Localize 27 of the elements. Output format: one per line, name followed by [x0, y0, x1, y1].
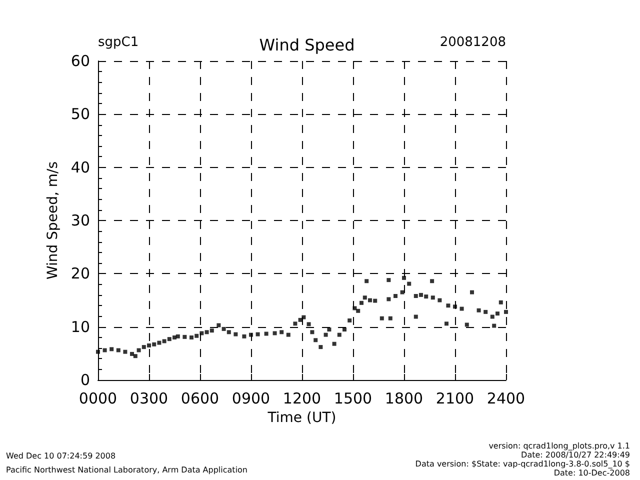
- y-tick-label: 0: [80, 371, 90, 389]
- x-tick-label: 0600: [180, 390, 220, 408]
- text: sgpC1: [98, 35, 139, 50]
- y-tick-label: 30: [70, 212, 90, 230]
- y-tick-label: 40: [70, 158, 90, 176]
- text: version: qcrad1long_plots.pro,v 1.1: [488, 442, 630, 450]
- y-tick-label: 50: [70, 105, 90, 124]
- y-tick-label: 60: [70, 52, 90, 70]
- x-tick-label: 2100: [436, 390, 474, 408]
- chart-title: Wind Speed: [259, 36, 355, 54]
- x-tick-label: 1500: [334, 390, 372, 408]
- x-tick-label: 0900: [232, 390, 270, 408]
- y-tick-label: 10: [70, 318, 90, 336]
- y-axis-title: Wind Speed, m/s: [45, 161, 62, 280]
- text: Date: 10-Dec-2008: [554, 468, 630, 478]
- text: Data version: $State: vap-qcrad1long-3.8-0.sol5_10 $: [415, 460, 630, 468]
- x-tick-label: 0300: [130, 390, 168, 408]
- y-tick-label: 20: [70, 264, 90, 283]
- x-tick-label: 0000: [78, 390, 118, 408]
- x-tick-label: 1800: [384, 390, 424, 408]
- x-axis-title: Time (UT): [266, 410, 336, 426]
- text: 20081208: [440, 35, 506, 50]
- text: Wed Dec 10 07:24:59 2008: [6, 452, 116, 460]
- x-tick-label: 1200: [282, 390, 322, 408]
- x-tick-label: 2400: [486, 390, 526, 408]
- text: Date: 2008/10/27 22:49:49: [521, 450, 630, 460]
- text: Pacific Northwest National Laboratory, Arm Data Application: [6, 466, 248, 474]
